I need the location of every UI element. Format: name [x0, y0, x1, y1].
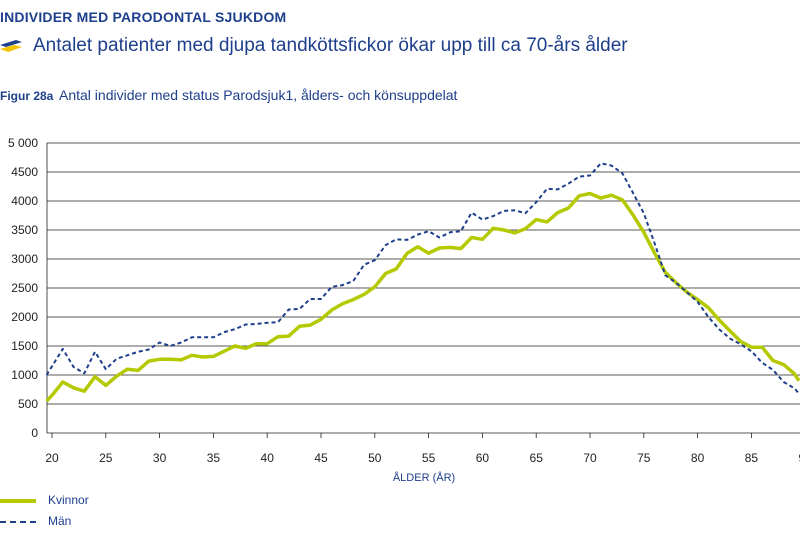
x-tick-label: 65 — [530, 451, 544, 465]
x-tick-label: 55 — [422, 451, 436, 465]
y-tick-label: 1000 — [11, 368, 38, 382]
x-axis-ticks: 20 25 30 35 40 45 50 55 60 65 70 75 80 85 90 — [45, 433, 800, 465]
y-axis-ticks: 0 500 1000 1500 2000 2500 3000 3500 4000 4500 5 00… — [8, 136, 38, 440]
legend-label-kvinnor: Kvinnor — [48, 493, 89, 507]
x-tick-label: 70 — [583, 451, 597, 465]
chart-subtitle: Antalet patienter med djupa tandköttsfic… — [33, 35, 628, 56]
legend-swatch-man — [0, 521, 36, 523]
x-tick-label: 60 — [476, 451, 490, 465]
figure-caption: Antal individer med status Parodsjuk1, å… — [59, 87, 458, 103]
x-tick-label: 35 — [207, 451, 221, 465]
series-line-man — [45, 162, 800, 395]
x-tick-label: 85 — [745, 451, 759, 465]
swoosh-icon — [0, 40, 22, 52]
x-tick-label: 20 — [45, 451, 59, 465]
legend-label-man: Män — [48, 514, 72, 528]
y-tick-label: 3000 — [11, 252, 38, 266]
series-line-kvinnor — [45, 191, 800, 403]
x-tick-label: 45 — [314, 451, 328, 465]
section-title: INDIVIDER MED PARODONTAL SJUKDOM — [0, 9, 287, 25]
y-tick-label: 4500 — [11, 165, 38, 179]
y-tick-label: 2000 — [11, 310, 38, 324]
y-tick-label: 1500 — [11, 339, 38, 353]
gridlines — [46, 142, 800, 434]
y-tick-label: 4000 — [11, 194, 38, 208]
x-tick-label: 40 — [261, 451, 275, 465]
y-tick-label: 500 — [18, 397, 38, 411]
x-tick-label: 30 — [153, 451, 167, 465]
x-tick-label: 50 — [368, 451, 382, 465]
series-lines — [45, 162, 800, 403]
y-tick-label: 3500 — [11, 223, 38, 237]
y-tick-label: 5 000 — [8, 136, 38, 150]
x-axis-label: ÅLDER (ÅR) — [393, 471, 455, 484]
y-tick-label: 0 — [31, 426, 38, 440]
y-tick-label: 2500 — [11, 281, 38, 295]
legend-swatch-kvinnor — [0, 499, 36, 503]
x-tick-label: 90 — [799, 451, 800, 465]
x-tick-label: 25 — [99, 451, 113, 465]
x-tick-label: 75 — [637, 451, 651, 465]
x-tick-label: 80 — [691, 451, 705, 465]
figure-label: Figur 28a — [0, 89, 54, 103]
